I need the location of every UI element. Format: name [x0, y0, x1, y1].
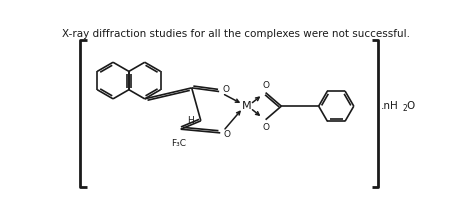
Text: .nH: .nH	[381, 101, 399, 111]
Text: X-ray diffraction studies for all the complexes were not successful.: X-ray diffraction studies for all the co…	[62, 29, 410, 39]
Text: M: M	[242, 101, 251, 111]
Text: H: H	[187, 116, 193, 125]
Text: O: O	[262, 81, 269, 90]
Text: 2: 2	[402, 104, 407, 113]
Text: O: O	[407, 101, 415, 111]
Text: O: O	[223, 130, 230, 139]
Text: O: O	[222, 85, 229, 94]
Text: O: O	[262, 123, 269, 132]
Text: F₃C: F₃C	[172, 139, 186, 148]
